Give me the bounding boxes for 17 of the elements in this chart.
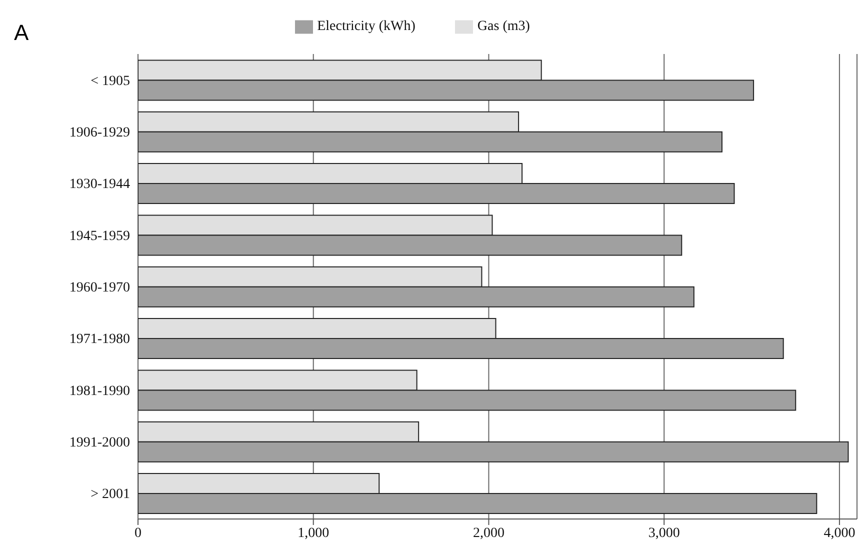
y-tick-label: 1930-1944 [69,177,130,192]
legend-label: Electricity (kWh) [317,19,416,34]
x-tick-label: 3,000 [648,526,680,541]
y-tick-label: > 2001 [90,487,130,502]
y-tick-label: 1991-2000 [69,435,130,450]
y-tick-label: 1960-1970 [69,280,130,296]
chart-title: A [14,20,29,46]
y-tick-label: 1906-1929 [69,125,130,140]
legend-label: Gas (m3) [477,19,530,34]
y-tick-label: 1971-1980 [69,332,130,348]
x-tick-label: 0 [134,526,142,541]
y-tick-label: < 1905 [90,74,130,89]
x-tick-label: 1,000 [298,526,330,541]
x-tick-label: 4,000 [824,526,856,541]
y-tick-label: 1981-1990 [69,384,130,399]
y-tick-label: 1945-1959 [69,228,130,244]
x-tick-label: 2,000 [472,526,504,541]
